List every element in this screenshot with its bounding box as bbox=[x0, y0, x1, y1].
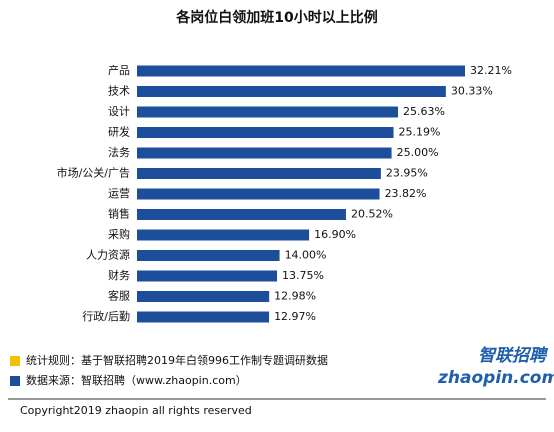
bar bbox=[137, 209, 346, 220]
data-label: 25.19% bbox=[399, 126, 441, 139]
data-label: 25.00% bbox=[397, 146, 439, 159]
y-tick-label: 设计 bbox=[108, 105, 130, 118]
y-tick-label: 技术 bbox=[108, 85, 130, 98]
data-label: 12.98% bbox=[274, 290, 316, 303]
logo-site: zhaopin.com bbox=[437, 368, 554, 388]
data-label: 23.82% bbox=[385, 187, 427, 200]
logo-name: 智联招聘 bbox=[478, 346, 549, 366]
bullet bbox=[10, 376, 20, 386]
bar bbox=[137, 229, 310, 241]
data-label: 20.52% bbox=[351, 208, 393, 221]
bar bbox=[137, 147, 392, 159]
bar bbox=[137, 65, 465, 77]
bar bbox=[137, 127, 394, 138]
y-tick-label: 产品 bbox=[108, 63, 130, 77]
data-label: 23.95% bbox=[386, 167, 428, 180]
bar bbox=[137, 188, 380, 200]
copyright: Copyright2019 zhaopin all rights reserve… bbox=[20, 404, 252, 417]
y-tick-label: 法务 bbox=[108, 145, 130, 159]
y-tick-label: 市场/公关/广告 bbox=[57, 166, 130, 180]
bullet bbox=[10, 356, 20, 366]
bar bbox=[137, 250, 280, 261]
bar bbox=[137, 291, 270, 302]
bar bbox=[137, 106, 398, 118]
data-label: 16.90% bbox=[314, 228, 356, 241]
y-tick-label: 研发 bbox=[108, 125, 130, 139]
y-tick-label: 采购 bbox=[108, 227, 130, 241]
chart-title: 各岗位白领加班10小时以上比例 bbox=[175, 9, 377, 26]
bar bbox=[137, 311, 270, 323]
footer-note: 数据来源：智联招聘（www.zhaopin.com） bbox=[26, 373, 247, 387]
bar bbox=[137, 270, 278, 282]
data-label: 25.63% bbox=[403, 105, 445, 118]
y-tick-label: 财务 bbox=[108, 268, 130, 282]
footer-note: 统计规则：基于智联招聘2019年白领996工作制专题调研数据 bbox=[26, 353, 328, 367]
y-tick-label: 运营 bbox=[108, 186, 130, 200]
data-label: 13.75% bbox=[282, 269, 324, 282]
y-tick-label: 销售 bbox=[108, 207, 130, 221]
bar bbox=[137, 86, 446, 97]
data-label: 32.21% bbox=[470, 64, 512, 77]
data-label: 30.33% bbox=[451, 85, 493, 98]
bar bbox=[137, 168, 381, 179]
data-label: 12.97% bbox=[274, 310, 316, 323]
y-tick-label: 人力资源 bbox=[86, 248, 130, 262]
y-tick-label: 客服 bbox=[108, 289, 130, 303]
y-tick-label: 行政/后勤 bbox=[82, 309, 130, 323]
data-label: 14.00% bbox=[285, 249, 327, 262]
